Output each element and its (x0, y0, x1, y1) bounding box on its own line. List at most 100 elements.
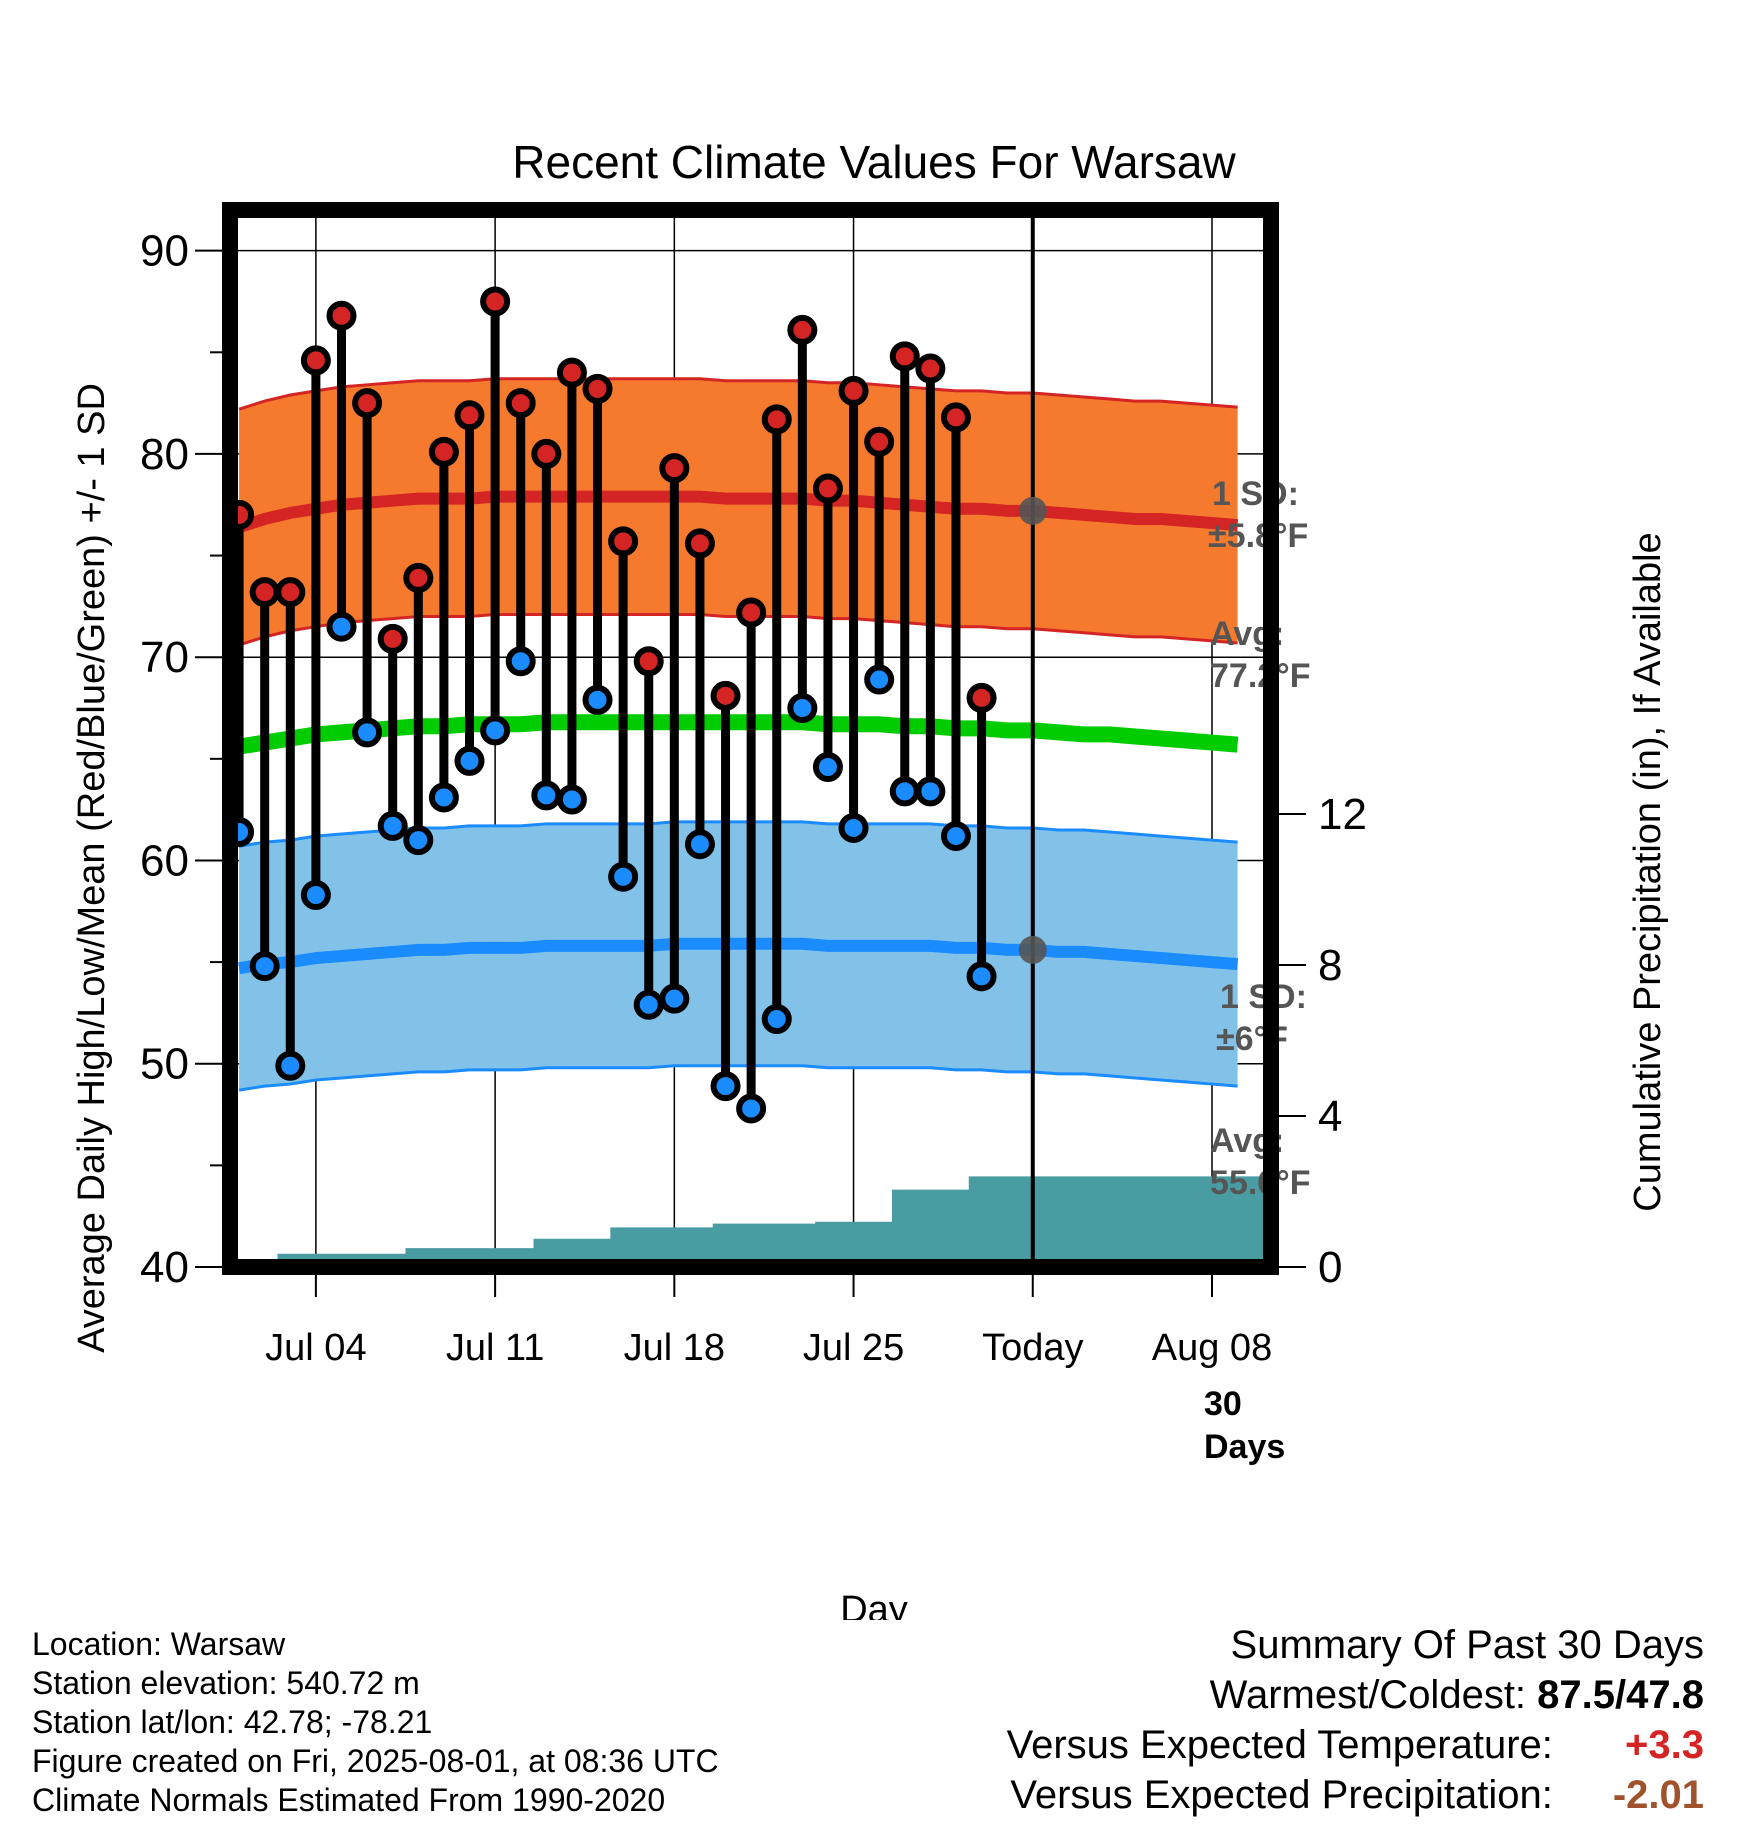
daily-low-point (377, 810, 408, 841)
summary-temp: Versus Expected Temperature: +3.3 (1007, 1720, 1704, 1770)
latlon-text: Station lat/lon: 42.78; -78.21 (32, 1704, 433, 1740)
daily-low-point (889, 776, 920, 807)
daily-low-point (915, 776, 946, 807)
daily-high-point (300, 345, 331, 376)
low-sd-band-lower-edge (238, 1064, 1238, 1092)
daily-low-point (761, 1004, 792, 1035)
y-tick-label: 40 (140, 1243, 189, 1292)
temp-label: Versus Expected Temperature: (1006, 1723, 1553, 1767)
high-sd-label: 1 SD: (1212, 475, 1299, 513)
daily-low-point (428, 782, 459, 813)
high-sd-band-upper-edge (238, 377, 1238, 411)
daily-high-point (275, 577, 306, 608)
y-tick-label: 50 (140, 1040, 189, 1089)
y-tick-label: 80 (140, 430, 189, 479)
y2-tick-label: 4 (1318, 1092, 1342, 1141)
summary-warm-cold: Warmest/Coldest: 87.5/47.8 (1007, 1670, 1704, 1720)
daily-high-point (761, 404, 792, 435)
daily-low-point (480, 715, 511, 746)
daily-low-point (787, 693, 818, 724)
daily-low-point (633, 989, 664, 1020)
elevation-text: Station elevation: 540.72 m (32, 1665, 420, 1701)
station-info: Location: Warsaw Station elevation: 540.… (32, 1625, 719, 1820)
warm-cold-value: 87.5/47.8 (1537, 1673, 1704, 1717)
daily-high-point (787, 314, 818, 345)
y-tick-label: 70 (140, 633, 189, 682)
precip-label: Versus Expected Precipitation: (1010, 1773, 1553, 1817)
daily-high-point (633, 646, 664, 677)
daily-high-point (531, 438, 562, 469)
normal-mean-line (237, 714, 1239, 755)
daily-high-point (812, 473, 843, 504)
y-tick-label: 90 (140, 227, 189, 276)
x-tick-label: Jul 18 (624, 1327, 725, 1369)
daily-low-point (300, 880, 331, 911)
summary-precip: Versus Expected Precipitation: -2.01 (1007, 1770, 1704, 1820)
plot-frame (222, 202, 1279, 1275)
high-avg-value: 77.2°F (1210, 657, 1311, 695)
daily-low-point (838, 812, 869, 843)
daily-low-point (249, 951, 280, 982)
daily-low-point (710, 1071, 741, 1102)
daily-low-point (864, 664, 895, 695)
y-axis-label-left: Average Daily High/Low/Mean (Red/Blue/Gr… (71, 383, 113, 1353)
daily-low-point (275, 1050, 306, 1081)
daily-low-point (326, 611, 357, 642)
daily-high-point (377, 623, 408, 654)
daily-low-point (352, 717, 383, 748)
precip-area (226, 1176, 1276, 1267)
x-axis-label: Day (840, 1589, 908, 1620)
chart-title: Recent Climate Values For Warsaw (512, 136, 1236, 188)
daily-high-point (480, 286, 511, 317)
temp-value: +3.3 (1625, 1723, 1704, 1767)
high-sd-band (239, 378, 1238, 645)
daily-low-point (582, 684, 613, 715)
y2-tick-label: 12 (1318, 790, 1367, 839)
daily-high-point (505, 388, 536, 419)
daily-high-point (838, 375, 869, 406)
daily-high-point (915, 353, 946, 384)
x-tick-label: Aug 08 (1152, 1327, 1272, 1369)
daily-low-point (608, 861, 639, 892)
normal-low-line (238, 937, 1239, 975)
daily-low-point (454, 745, 485, 776)
daily-low-point (940, 821, 971, 852)
warm-cold-label: Warmest/Coldest: (1209, 1673, 1527, 1717)
precip-value: -2.01 (1612, 1773, 1704, 1817)
daily-high-point (454, 400, 485, 431)
today-normal-low-marker (1018, 935, 1047, 964)
summary-panel: Summary Of Past 30 Days Warmest/Coldest:… (1007, 1620, 1704, 1820)
daily-high-point (659, 453, 690, 484)
daily-high-point (582, 373, 613, 404)
daily-low-point (403, 825, 434, 856)
daily-low-point (812, 751, 843, 782)
y2-tick-label: 0 (1318, 1243, 1342, 1292)
daily-high-point (608, 526, 639, 557)
daily-low-point (966, 961, 997, 992)
precip-label-days-word: Days (1204, 1428, 1285, 1466)
daily-high-point (352, 388, 383, 419)
x-tick-label: Jul 11 (446, 1327, 545, 1369)
low-sd-band (239, 821, 1238, 1091)
created-text: Figure created on Fri, 2025-08-01, at 08… (32, 1743, 719, 1779)
daily-high-point (736, 597, 767, 628)
daily-high-point (889, 341, 920, 372)
normals-text: Climate Normals Estimated From 1990-2020 (32, 1782, 666, 1818)
precip-label-days-count: 30 (1204, 1385, 1242, 1423)
daily-high-point (556, 357, 587, 388)
x-tick-label: Jul 25 (803, 1327, 904, 1369)
y-axis-label-right: Cumulative Precipitation (in), If Availa… (1627, 532, 1669, 1211)
daily-high-point (864, 426, 895, 457)
daily-low-point (736, 1093, 767, 1124)
daily-high-point (684, 528, 715, 559)
daily-high-point (710, 680, 741, 711)
y-tick-label: 60 (140, 836, 189, 885)
climate-chart: Recent Climate Values For Warsaw 1 SD: ±5… (71, 136, 1669, 1620)
daily-low-point (684, 829, 715, 860)
location-text: Location: Warsaw (32, 1626, 286, 1662)
daily-high-point (326, 300, 357, 331)
summary-title: Summary Of Past 30 Days (1230, 1623, 1704, 1667)
x-tick-label: Today (982, 1327, 1083, 1369)
high-sd-value: ±5.8°F (1208, 517, 1308, 555)
x-tick-label: Jul 04 (265, 1327, 366, 1369)
